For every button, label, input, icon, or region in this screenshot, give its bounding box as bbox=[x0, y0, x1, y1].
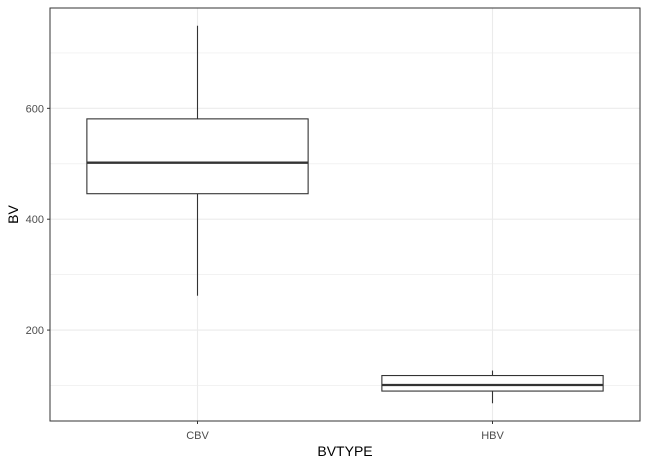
box-cbv bbox=[86, 25, 309, 296]
y-tick-label: 600 bbox=[26, 103, 44, 115]
tick-layer: 200 400 600 CBV HBV bbox=[26, 103, 505, 442]
iqr-box bbox=[86, 118, 309, 195]
x-tick-label: CBV bbox=[186, 430, 209, 442]
y-tick-label: 400 bbox=[26, 214, 44, 226]
panel-border bbox=[49, 7, 641, 422]
x-tick-label: HBV bbox=[481, 430, 504, 442]
grid-layer bbox=[50, 8, 640, 421]
box-layer bbox=[86, 25, 604, 404]
iqr-box bbox=[381, 374, 604, 392]
y-axis-title: BV bbox=[5, 205, 21, 224]
box-hbv bbox=[381, 370, 604, 404]
y-tick-label: 200 bbox=[26, 325, 44, 337]
x-axis-title: BVTYPE bbox=[317, 443, 372, 459]
